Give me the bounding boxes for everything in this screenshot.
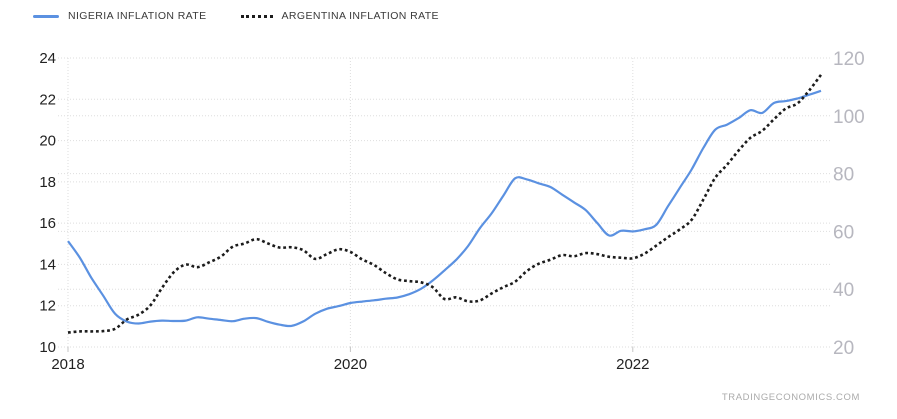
x-axis-year-label: 2018 — [51, 356, 84, 373]
right-axis-tick-label: 80 — [833, 165, 854, 186]
legend-item-nigeria[interactable]: NIGERIA INFLATION RATE — [33, 10, 207, 22]
right-axis-tick-label: 40 — [833, 280, 854, 301]
right-axis-tick-label: 120 — [833, 49, 865, 70]
legend-item-argentina[interactable]: ARGENTINA INFLATION RATE — [240, 10, 439, 22]
left-axis-tick-label: 16 — [39, 215, 56, 232]
nigeria-line-sample-icon — [33, 14, 59, 18]
left-axis-tick-label: 18 — [39, 174, 56, 191]
left-axis-tick-label: 12 — [39, 298, 56, 315]
left-axis-tick-label: 24 — [39, 50, 56, 67]
attribution-text: TRADINGECONOMICS.COM — [721, 392, 860, 403]
right-axis-tick-label: 100 — [833, 107, 865, 128]
right-axis-tick-label: 20 — [833, 338, 854, 359]
argentina-line-sample-icon — [240, 14, 273, 18]
nigeria-series-line[interactable] — [67, 89, 822, 328]
left-axis-tick-label: 10 — [39, 339, 56, 356]
left-axis-tick-label: 20 — [39, 133, 56, 150]
chart-legend: NIGERIA INFLATION RATE ARGENTINA INFLATI… — [33, 10, 439, 22]
legend-label-nigeria: NIGERIA INFLATION RATE — [68, 10, 207, 22]
x-axis-year-label: 2020 — [334, 356, 367, 373]
left-axis-tick-label: 22 — [39, 91, 56, 108]
argentina-series-line[interactable] — [67, 74, 823, 334]
legend-label-argentina: ARGENTINA INFLATION RATE — [281, 10, 439, 22]
left-axis-tick-label: 14 — [39, 256, 56, 273]
x-axis-year-label: 2022 — [616, 356, 649, 373]
right-axis-tick-label: 60 — [833, 222, 854, 243]
